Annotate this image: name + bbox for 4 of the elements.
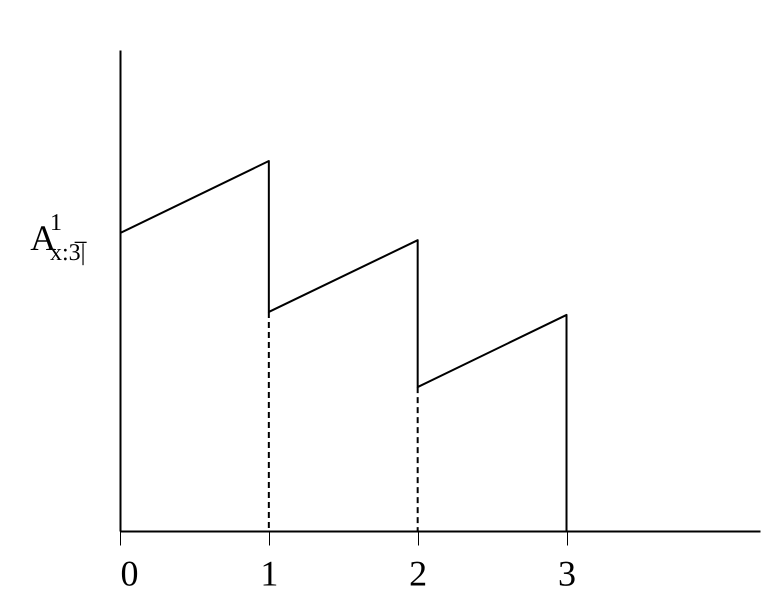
- x-tick-label: 0: [120, 554, 138, 594]
- x-tick-label: 1: [260, 554, 278, 594]
- x-tick-label: 2: [409, 554, 428, 594]
- x-tick-label: 3: [558, 554, 576, 594]
